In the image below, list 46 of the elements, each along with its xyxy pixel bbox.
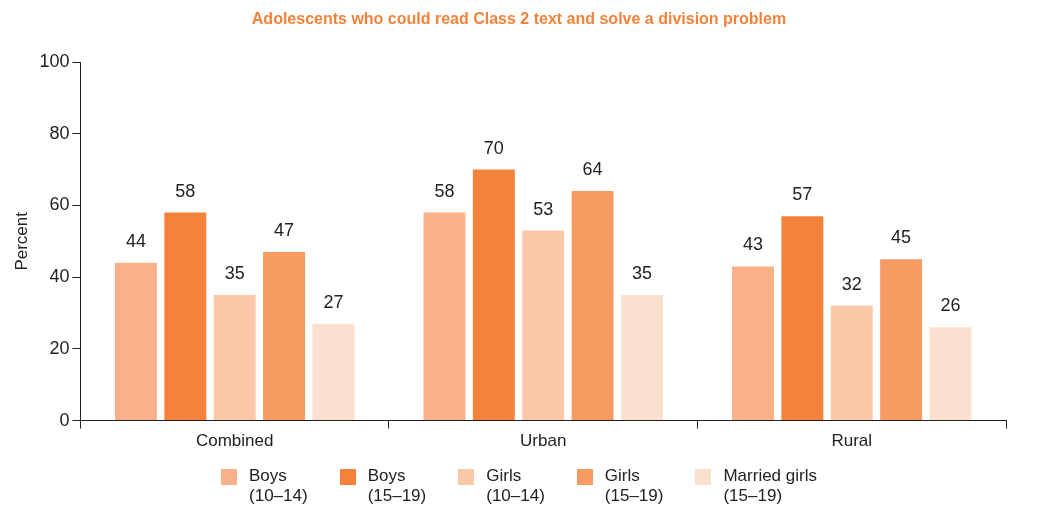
y-axis-title: Percent: [11, 211, 31, 271]
chart-title: Adolescents who could read Class 2 text and solve a division problem: [250, 10, 788, 28]
bar: [929, 327, 972, 421]
bar: [732, 266, 774, 421]
data-label: 53: [533, 198, 554, 219]
bar: [880, 259, 923, 421]
bar: [263, 252, 306, 421]
y-tick-label: 0: [59, 409, 70, 430]
y-tick-label: 100: [39, 50, 70, 71]
data-label: 58: [434, 180, 455, 201]
data-label: 35: [631, 263, 652, 284]
x-tick-label: Rural: [831, 431, 873, 451]
bar: [571, 191, 614, 421]
x-tick-label: Urban: [520, 431, 567, 451]
data-label: 44: [125, 230, 146, 251]
data-label: 47: [274, 220, 295, 241]
x-tick-label: Combined: [195, 431, 274, 451]
bar: [781, 216, 824, 421]
bar: [213, 295, 256, 421]
legend-label: Girls (10–14): [486, 466, 545, 506]
data-label: 27: [323, 291, 344, 312]
data-label: 57: [792, 184, 813, 205]
bar: [620, 295, 663, 421]
bar: [312, 323, 355, 421]
bar: [164, 212, 207, 421]
y-tick-label: 40: [49, 266, 70, 287]
data-label: 70: [483, 137, 504, 158]
y-tick-label: 60: [49, 194, 70, 215]
legend-label: Boys (10–14): [249, 466, 308, 506]
y-tick-label: 20: [49, 337, 70, 358]
data-label: 58: [175, 180, 196, 201]
bar: [472, 169, 515, 421]
legend-label: Boys (15–19): [367, 466, 427, 506]
bar: [114, 262, 157, 421]
data-label: 43: [743, 234, 764, 255]
legend-label: Married girls (15–19): [723, 466, 817, 506]
data-label: 26: [940, 295, 961, 316]
data-label: 32: [841, 273, 862, 294]
data-label: 45: [891, 227, 912, 248]
bar: [423, 212, 466, 421]
data-label: 35: [224, 263, 245, 284]
bar: [830, 305, 873, 421]
bar: [522, 230, 565, 421]
y-tick-label: 80: [49, 122, 70, 143]
data-label: 64: [582, 159, 603, 180]
legend-label: Girls (15–19): [604, 466, 664, 506]
